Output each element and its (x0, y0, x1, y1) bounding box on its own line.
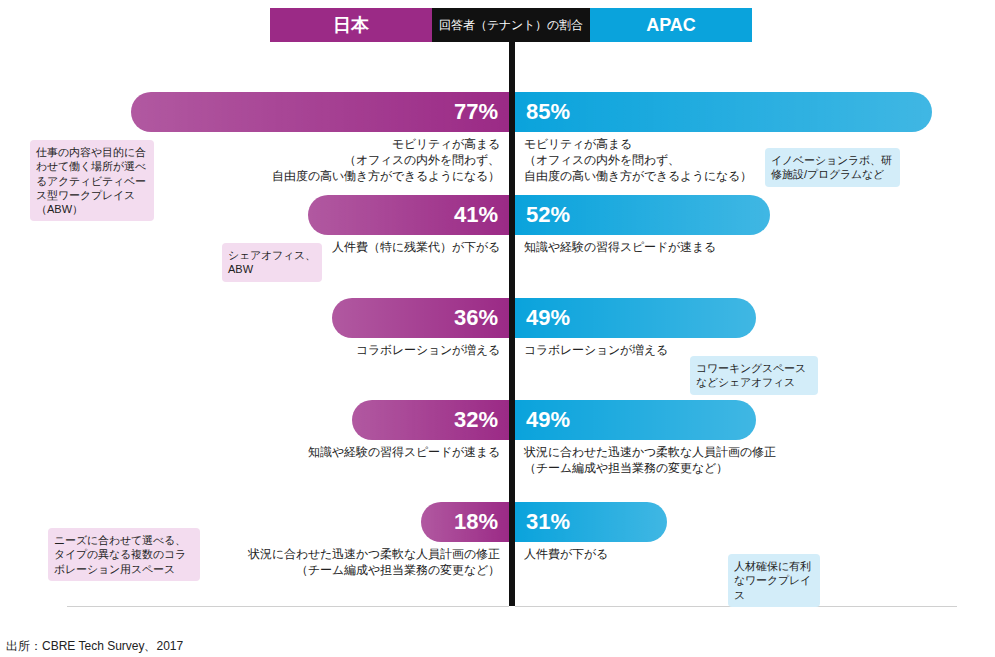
annotation: 人材確保に有利なワークプレイス (728, 554, 820, 607)
category-label: 知識や経験の習得スピードが速まる (524, 239, 824, 255)
data-label: 36% (454, 298, 498, 338)
data-label: 49% (526, 298, 570, 338)
category-label: 状況に合わせた迅速かつ柔軟な人員計画の修正 （チーム編成や担当業務の変更など） (200, 546, 500, 578)
bar (515, 92, 932, 132)
data-label: 52% (526, 195, 570, 235)
data-label: 85% (526, 92, 570, 132)
panel-title: 日本 (270, 8, 432, 42)
bar (131, 92, 509, 132)
category-label: モビリティが高まる （オフィスの内外を問わず、 自由度の高い働き方ができるように… (200, 136, 500, 185)
data-label: 49% (526, 400, 570, 440)
axis-line (67, 606, 509, 607)
category-label: 状況に合わせた迅速かつ柔軟な人員計画の修正 （チーム編成や担当業務の変更など） (524, 444, 824, 476)
data-label: 18% (454, 502, 498, 542)
data-label: 31% (526, 502, 570, 542)
category-label: 知識や経験の習得スピードが速まる (200, 444, 500, 460)
annotation: イノベーションラボ、研修施設/プログラムなど (765, 148, 900, 187)
header-label: 回答者（テナント）の割合 (432, 8, 590, 42)
data-label: 41% (454, 195, 498, 235)
annotation: コワーキングスペースなどシェアオフィス (690, 356, 818, 395)
annotation: 仕事の内容や目的に合わせて働く場所が選べるアクティビティベース型ワークプレイス（… (30, 140, 154, 221)
category-label: コラボレーションが増える (200, 342, 500, 358)
annotation: ニーズに合わせて選べる、タイプの異なる複数のコラボレーション用スペース (48, 528, 200, 581)
source: 出所：CBRE Tech Survey、2017 (6, 638, 183, 655)
data-label: 77% (454, 92, 498, 132)
data-label: 32% (454, 400, 498, 440)
annotation: シェアオフィス、ABW (222, 243, 322, 282)
panel-title: APAC (590, 8, 752, 42)
